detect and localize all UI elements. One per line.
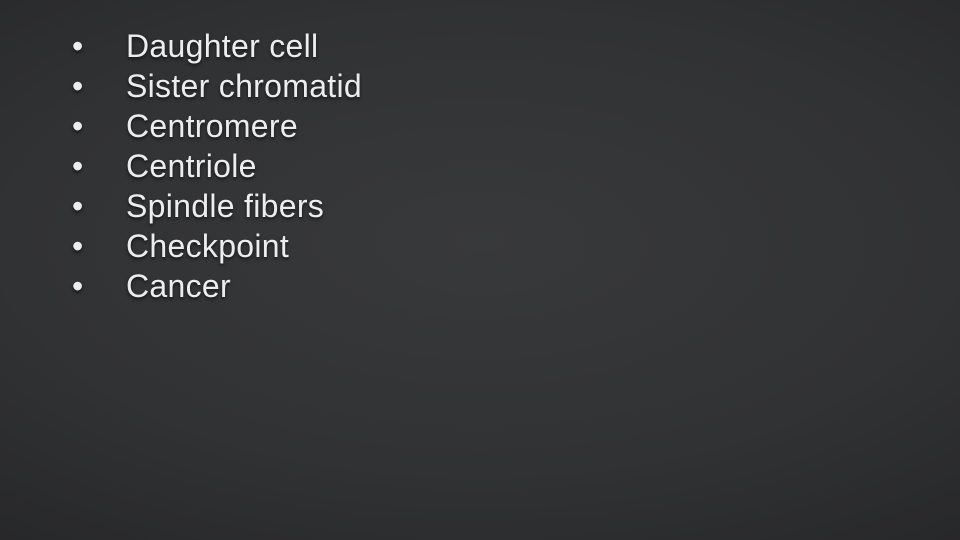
list-item-label: Spindle fibers bbox=[126, 190, 324, 222]
bullet-icon: • bbox=[72, 30, 126, 62]
list-item: • Cancer bbox=[72, 270, 362, 302]
list-item: • Centriole bbox=[72, 150, 362, 182]
bullet-list: • Daughter cell • Sister chromatid • Cen… bbox=[72, 30, 362, 310]
bullet-icon: • bbox=[72, 190, 126, 222]
bullet-icon: • bbox=[72, 230, 126, 262]
bullet-icon: • bbox=[72, 270, 126, 302]
list-item: • Centromere bbox=[72, 110, 362, 142]
list-item-label: Sister chromatid bbox=[126, 70, 362, 102]
list-item-label: Daughter cell bbox=[126, 30, 318, 62]
bullet-icon: • bbox=[72, 110, 126, 142]
bullet-icon: • bbox=[72, 150, 126, 182]
list-item-label: Checkpoint bbox=[126, 230, 289, 262]
list-item: • Sister chromatid bbox=[72, 70, 362, 102]
list-item: • Daughter cell bbox=[72, 30, 362, 62]
list-item-label: Cancer bbox=[126, 270, 231, 302]
list-item: • Checkpoint bbox=[72, 230, 362, 262]
list-item-label: Centriole bbox=[126, 150, 257, 182]
list-item-label: Centromere bbox=[126, 110, 298, 142]
list-item: • Spindle fibers bbox=[72, 190, 362, 222]
bullet-icon: • bbox=[72, 70, 126, 102]
